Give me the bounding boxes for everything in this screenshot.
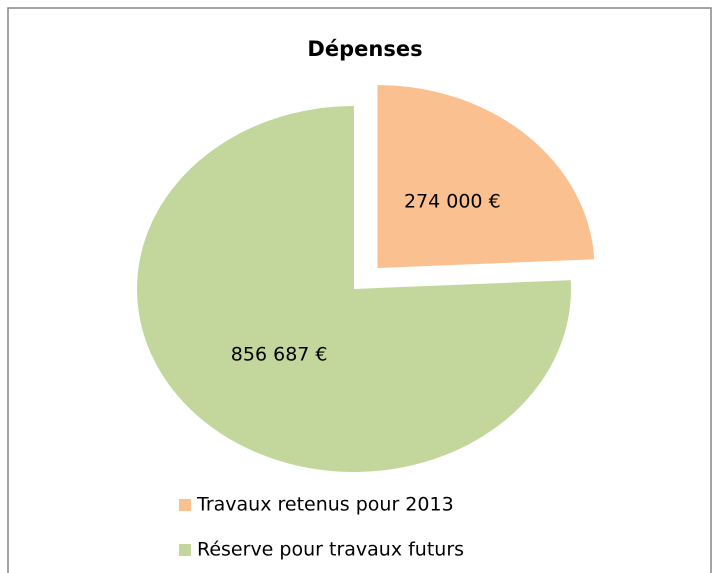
value-label: 274 000 € <box>404 190 501 212</box>
pie-slice <box>377 85 595 269</box>
legend-swatch <box>179 499 191 511</box>
value-label: 856 687 € <box>231 344 328 366</box>
legend-label: Travaux retenus pour 2013 <box>196 494 454 516</box>
chart-title: Dépenses <box>307 37 422 61</box>
legend-label: Réserve pour travaux futurs <box>197 539 464 561</box>
legend-swatch <box>179 544 191 556</box>
pie-slice <box>136 106 571 473</box>
